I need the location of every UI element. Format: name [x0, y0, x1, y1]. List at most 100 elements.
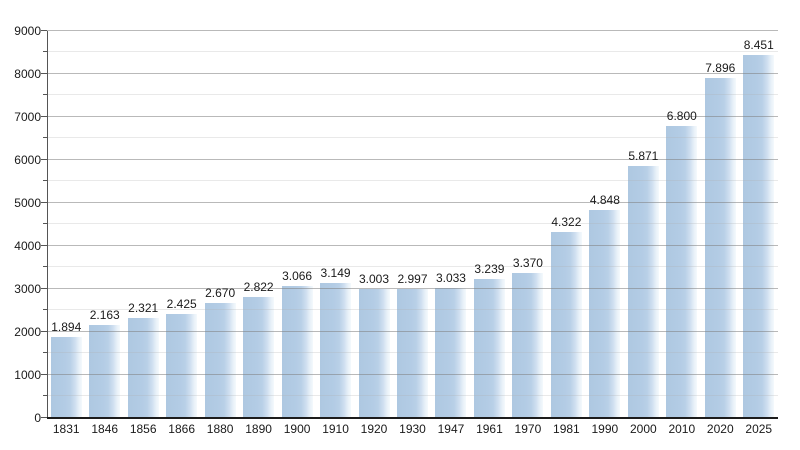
gridline-minor	[47, 266, 778, 267]
x-axis-label: 2000	[629, 422, 657, 436]
bar-1831	[50, 337, 82, 418]
bar-value-label: 8.451	[743, 38, 774, 52]
bar-1981	[550, 232, 582, 418]
gridline-major	[47, 116, 778, 117]
y-axis-tick	[43, 266, 47, 267]
y-axis-label: 3000	[14, 282, 41, 296]
bar-value-label: 2.997	[397, 272, 428, 286]
y-axis-label: 7000	[14, 110, 41, 124]
gridline-minor	[47, 137, 778, 138]
gridline-minor	[47, 94, 778, 95]
bar-1970	[512, 273, 544, 418]
y-axis-tick	[43, 309, 47, 310]
y-axis-tick	[43, 395, 47, 396]
bar-1930	[397, 289, 428, 418]
bar-1990	[589, 210, 621, 418]
bar-value-label: 4.848	[589, 193, 620, 207]
bar-value-label: 2.321	[128, 301, 159, 315]
y-axis-label: 8000	[14, 67, 41, 81]
bar-value-label: 3.239	[474, 262, 505, 276]
y-axis-tick	[43, 94, 47, 95]
plot-area: 1.894 2.163 2.321 2.425 2.670 2.822 3.066 3.149…	[41, 30, 778, 419]
x-axis-line	[47, 417, 778, 419]
bar-1890	[243, 297, 275, 418]
gridline-minor	[47, 309, 778, 310]
y-axis-tick	[41, 417, 47, 418]
y-axis-label: 2000	[14, 325, 41, 339]
gridline-major	[47, 374, 778, 375]
x-axis-label: 1880	[206, 422, 234, 436]
gridline-major	[47, 73, 778, 74]
y-axis-tick	[43, 51, 47, 52]
x-axis-label: 2010	[668, 422, 696, 436]
bar-1880	[204, 303, 236, 418]
y-axis-label: 1000	[14, 368, 41, 382]
bar-1856	[127, 318, 159, 418]
gridline-minor	[47, 180, 778, 181]
gridline-minor	[47, 51, 778, 52]
bar-value-label: 3.149	[320, 266, 351, 280]
bar-value-label: 5.871	[628, 149, 659, 163]
x-axis-label: 1846	[91, 422, 119, 436]
bar-value-label: 1.894	[51, 320, 82, 334]
x-axis-label: 1961	[476, 422, 503, 436]
bar-1900	[281, 286, 313, 418]
bar-1947	[435, 288, 467, 418]
x-axis-label: 1981	[553, 422, 580, 436]
y-axis-label: 5000	[14, 196, 41, 210]
y-axis-tick	[41, 202, 47, 203]
x-axis-label: 1970	[514, 422, 542, 436]
gridline-minor	[47, 223, 778, 224]
bar-1910	[320, 283, 352, 418]
y-axis-label: 9000	[14, 24, 41, 38]
y-axis-line	[47, 31, 48, 418]
x-axis-label: 2020	[706, 422, 734, 436]
y-axis-tick	[43, 180, 47, 181]
gridline-major	[47, 288, 778, 289]
y-axis-label: 6000	[14, 153, 41, 167]
bar-2010	[666, 126, 698, 418]
x-axis-label: 2025	[745, 422, 773, 436]
y-axis-tick	[43, 137, 47, 138]
x-axis-label: 1947	[437, 422, 465, 436]
y-axis-tick	[41, 30, 47, 31]
bar-value-label: 2.425	[166, 297, 197, 311]
gridline-major	[47, 245, 778, 246]
x-axis-label: 1990	[591, 422, 619, 436]
bar-value-label: 2.163	[89, 308, 120, 322]
y-axis-tick	[41, 288, 47, 289]
x-axis-label: 1866	[168, 422, 195, 436]
bar-2025	[743, 55, 775, 418]
y-axis-tick	[41, 374, 47, 375]
gridline-minor	[47, 395, 778, 396]
y-axis-tick	[41, 116, 47, 117]
bar-1961	[473, 279, 505, 418]
y-axis-tick	[41, 245, 47, 246]
y-axis-tick	[43, 223, 47, 224]
gridline-major	[47, 159, 778, 160]
bar-value-label: 4.322	[551, 215, 582, 229]
gridline-minor	[47, 352, 778, 353]
x-axis-label: 1920	[360, 422, 388, 436]
x-axis-label: 1831	[52, 422, 80, 436]
bar-value-label: 7.896	[705, 61, 736, 75]
gridline-major	[47, 202, 778, 203]
bar-1920	[358, 289, 390, 418]
bar-value-label: 2.670	[205, 286, 236, 300]
bar-value-label: 3.003	[359, 272, 390, 286]
y-axis-label: 0	[34, 411, 41, 425]
y-axis-tick	[41, 73, 47, 74]
x-axis-label: 1900	[283, 422, 311, 436]
bar-value-label: 6.800	[666, 109, 697, 123]
y-axis-tick	[41, 331, 47, 332]
gridline-major	[47, 331, 778, 332]
bar-value-label: 2.822	[243, 280, 274, 294]
x-axis-label: 1910	[322, 422, 349, 436]
bar-value-label: 3.066	[282, 269, 313, 283]
x-axis-label: 1930	[399, 422, 426, 436]
gridline-major	[47, 30, 778, 31]
bar-1846	[89, 325, 121, 418]
y-axis-tick	[43, 352, 47, 353]
bar-value-label: 3.033	[435, 271, 466, 285]
x-axis-label: 1890	[245, 422, 272, 436]
